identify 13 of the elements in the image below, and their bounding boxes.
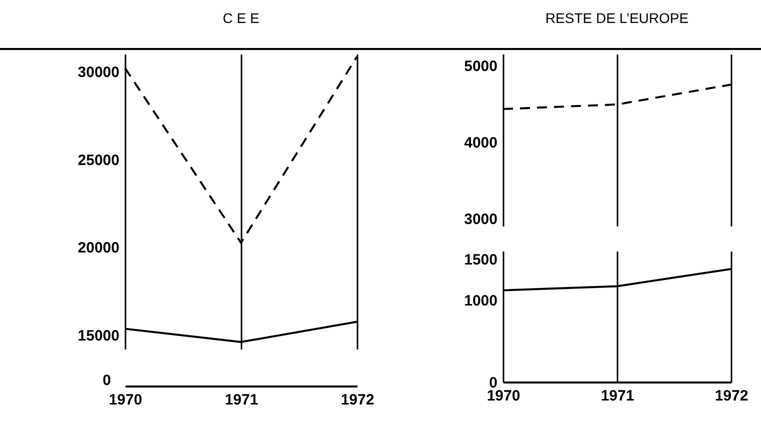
chart-title: RESTE DE L’EUROPE [545,10,689,26]
y-tick-label: 3000 [464,210,498,228]
y-tick-label: 5000 [464,58,498,75]
y-tick-label: 30000 [78,64,120,82]
chart-title: C E E [222,10,260,26]
y-tick-label: 1000 [464,292,498,310]
y-tick-label: 20000 [78,240,120,257]
x-tick-label: 1971 [600,388,634,404]
x-tick-label: 1972 [714,388,748,404]
y-tick-label: 1500 [464,252,498,269]
y-tick-label: 4000 [464,134,498,152]
y-tick-label: 25000 [78,152,120,169]
y-tick-label: 15000 [78,327,120,344]
